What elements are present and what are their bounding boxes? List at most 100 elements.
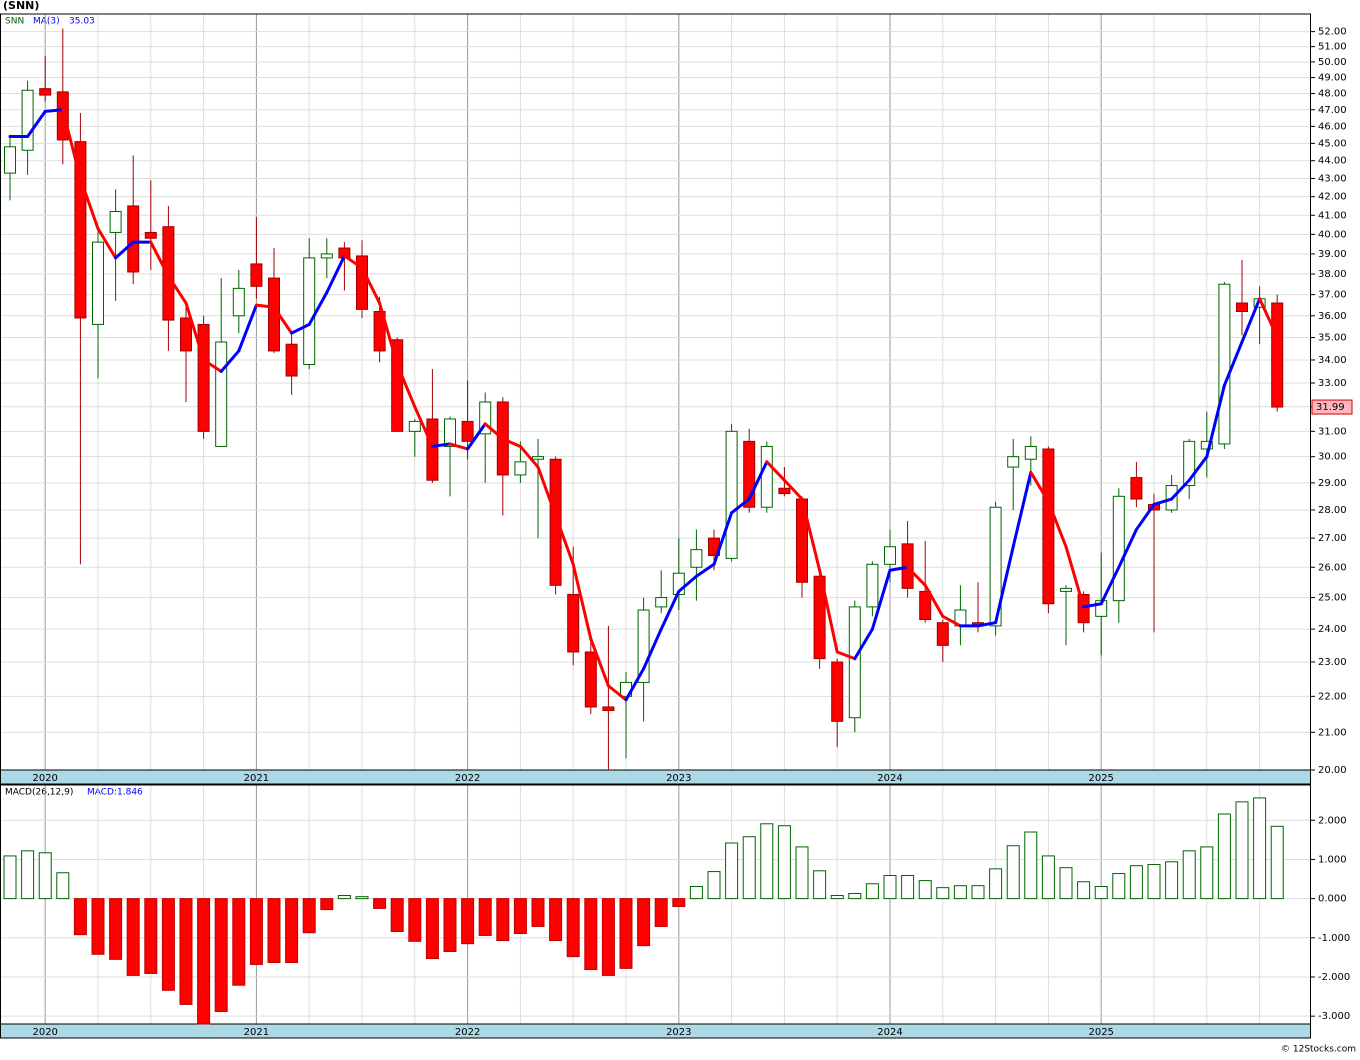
ma-segment [61, 108, 82, 180]
ma-segment [835, 650, 857, 661]
y-tick-label: 49.00 [1318, 73, 1347, 84]
candle-body [56, 91, 69, 141]
ma-segment [730, 497, 751, 515]
macd-bar [126, 898, 140, 976]
macd-bar [337, 894, 351, 900]
candle-body [549, 458, 562, 586]
footer: © 12Stocks.com [1281, 1045, 1356, 1055]
macd-bar [848, 893, 862, 900]
ma-segment [941, 614, 962, 628]
x-tick-label: 2020 [32, 1027, 57, 1038]
macd-bar [144, 898, 158, 974]
macd-bar [513, 898, 527, 934]
candle-body [567, 593, 580, 653]
ma-segment [272, 305, 294, 335]
ma-segment [782, 478, 804, 501]
macd-bar [601, 898, 615, 976]
y-tick-label: 33.00 [1318, 378, 1347, 389]
y-tick-label: 30.00 [1318, 452, 1347, 463]
ma-segment [237, 303, 258, 353]
y-tick-label: -3.000 [1318, 1011, 1350, 1022]
ma-segment [430, 442, 452, 448]
macd-bar [971, 885, 985, 900]
ma-segment [78, 176, 100, 231]
candle-body [356, 255, 368, 310]
candle-body [74, 141, 87, 319]
candle-body [602, 706, 615, 712]
macd-bar [425, 898, 439, 960]
candle-body [408, 420, 421, 432]
candle-body [426, 418, 439, 481]
candle-body [4, 146, 16, 174]
ma-segment [606, 684, 628, 702]
macd-bar [901, 875, 915, 900]
ma-segment [219, 349, 241, 373]
x-tick-label: 2025 [1088, 1027, 1113, 1038]
y-tick-label: 29.00 [1318, 478, 1347, 489]
ma-segment [818, 568, 839, 654]
ma-segment [800, 497, 822, 572]
macd-bar [689, 885, 703, 900]
ma-segment [1187, 455, 1209, 482]
ma-segment [976, 621, 998, 628]
ma-segment [571, 562, 593, 641]
legend-ma-value: 35.03 [69, 17, 95, 27]
y-tick-label: 21.00 [1318, 727, 1347, 738]
y-tick-label: 24.00 [1318, 624, 1347, 635]
macd-bar [197, 898, 211, 1025]
macd-bar [953, 885, 967, 900]
candle-body [180, 317, 192, 352]
macd-bar [302, 898, 316, 934]
ma-segment [149, 240, 170, 278]
macd-bar [1112, 873, 1126, 900]
candle-body [690, 549, 703, 568]
x-tick-label: 2021 [244, 773, 269, 784]
macd-bar [1270, 825, 1284, 900]
candle-body [1218, 283, 1231, 445]
ma-segment [1011, 470, 1033, 549]
y-tick-label: 39.00 [1318, 249, 1347, 260]
ma-segment [378, 301, 399, 367]
macd-bar [865, 883, 879, 900]
macd-bar [1059, 867, 1073, 900]
macd-bar [566, 898, 580, 958]
date-band [0, 1023, 1311, 1039]
x-tick-label: 2022 [455, 773, 480, 784]
ma-segment [413, 405, 434, 448]
y-tick-label: 52.00 [1318, 27, 1347, 38]
candle-body [1024, 445, 1037, 460]
macd-bar [73, 898, 87, 936]
x-tick-label: 2025 [1088, 773, 1113, 784]
y-tick-label: 44.00 [1318, 156, 1347, 167]
macd-bar [179, 898, 193, 1005]
macd-title: MACD(26,12,9) [5, 788, 73, 798]
ma-segment [624, 667, 646, 702]
macd-bar [795, 846, 809, 900]
ma-segment [501, 437, 522, 448]
ma-segment [483, 422, 505, 441]
y-tick-label: 23.00 [1318, 657, 1347, 668]
macd-bar [918, 880, 932, 900]
y-tick-label: 40.00 [1318, 229, 1347, 240]
candle-body [127, 205, 140, 273]
ma-segment [765, 460, 786, 482]
ma-segment [184, 301, 206, 362]
macd-bar [91, 898, 105, 955]
macd-bar [742, 836, 756, 900]
macd-bar [249, 898, 263, 965]
price-tag-label: 31.99 [1316, 402, 1345, 413]
macd-bar [813, 870, 827, 900]
ma-segment [1134, 502, 1156, 532]
macd-bar [355, 896, 369, 900]
ma-segment [202, 358, 223, 373]
x-tick-label: 2023 [666, 1027, 691, 1038]
candle-body [936, 622, 949, 646]
candle-body [1236, 302, 1248, 313]
macd-bar [56, 872, 70, 900]
candle-body [320, 253, 333, 259]
ma-segment [518, 444, 540, 469]
candle-body [21, 89, 34, 151]
macd-bar [707, 871, 721, 900]
y-tick-label: 36.00 [1318, 311, 1347, 322]
y-tick-label: 34.00 [1318, 355, 1347, 366]
